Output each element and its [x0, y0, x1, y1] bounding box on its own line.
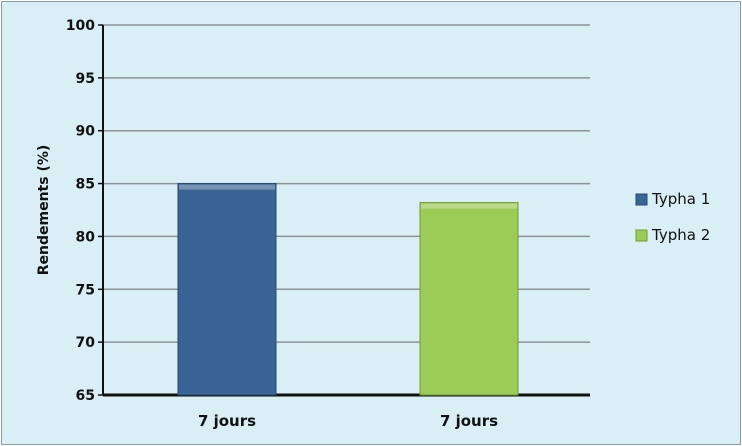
legend-swatch — [635, 193, 648, 206]
y-tick-label: 65 — [76, 388, 95, 404]
bar-2 — [419, 202, 519, 396]
bar-bevel — [421, 203, 517, 209]
y-tick-label: 75 — [76, 282, 95, 298]
legend-label: Typha 2 — [651, 226, 710, 244]
y-tick-label: 95 — [76, 71, 95, 87]
bar-bevel — [179, 184, 275, 190]
x-category-label: 7 jours — [440, 412, 498, 430]
legend-swatch — [635, 229, 648, 242]
y-tick-label: 70 — [76, 335, 96, 351]
y-axis-label: Rendements (%) — [36, 145, 52, 276]
y-tick-label: 90 — [76, 124, 96, 140]
legend-label: Typha 1 — [651, 190, 710, 208]
y-tick-label: 85 — [76, 177, 95, 193]
y-tick-label: 100 — [66, 18, 95, 34]
x-category-label: 7 jours — [198, 412, 256, 430]
bar-1 — [177, 183, 277, 396]
y-tick-label: 80 — [76, 229, 96, 245]
